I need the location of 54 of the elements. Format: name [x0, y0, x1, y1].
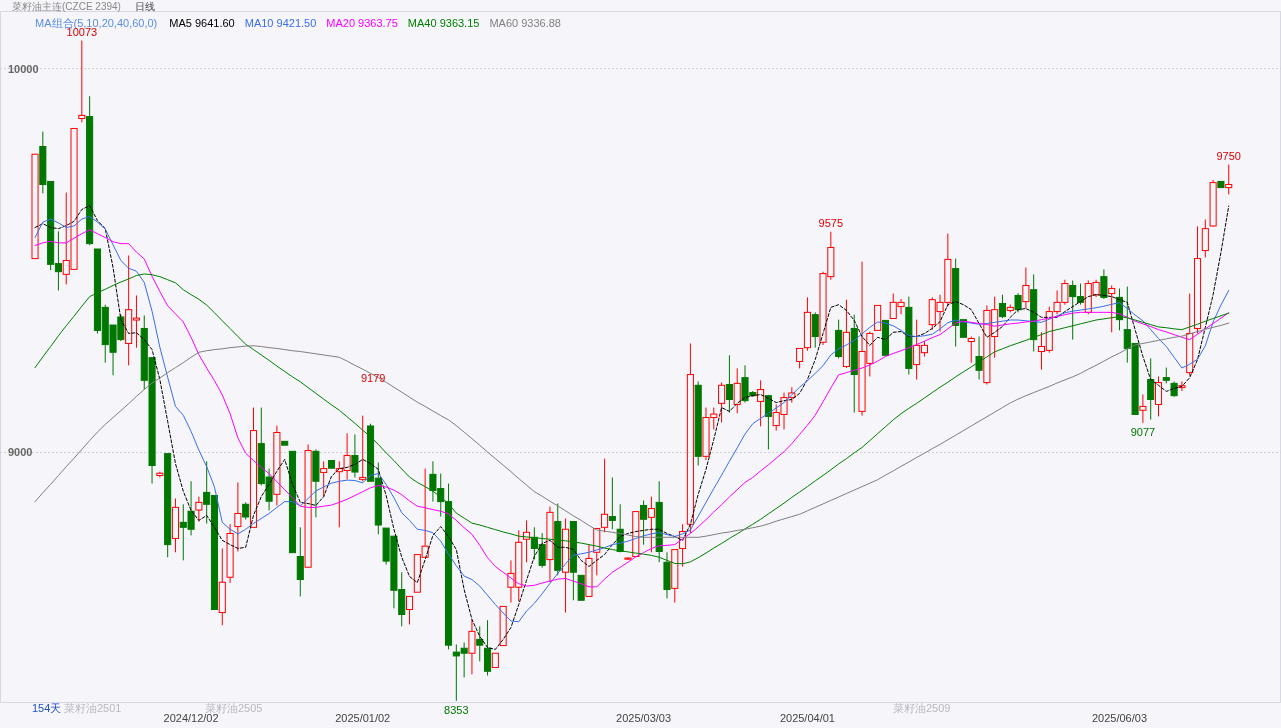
candlestick — [562, 518, 570, 614]
chart-title: 菜籽油主连(CZCE 2394) — [12, 1, 121, 12]
text: MA40 9363.15 — [407, 17, 480, 29]
candlestick — [195, 496, 203, 523]
candlestick — [296, 526, 304, 597]
x-tick-label: 2025/01/02 — [335, 712, 391, 724]
candlestick — [523, 519, 531, 563]
x-tick-label: 2025/03/03 — [616, 712, 672, 724]
candlestick — [803, 296, 811, 352]
candlestick — [975, 336, 983, 381]
x-tick-label: 2025/04/01 — [779, 712, 835, 724]
candlestick — [1154, 375, 1163, 417]
x-tick-label: 2025/06/03 — [1091, 712, 1148, 724]
candlestick — [546, 506, 554, 583]
annotation: 9077 — [1130, 425, 1156, 438]
y-tick-label: 9000 — [8, 446, 33, 459]
candlestick — [320, 460, 328, 498]
candlestick — [1100, 268, 1108, 300]
candlestick — [218, 547, 226, 626]
candlestick — [694, 380, 702, 467]
candlestick — [1178, 380, 1186, 392]
candlestick — [1014, 292, 1022, 313]
candlestick — [1022, 266, 1030, 310]
annotation: 8353 — [444, 703, 469, 716]
candlestick — [640, 499, 648, 546]
text: 154天 — [32, 702, 62, 714]
y-tick-label: 10000 — [8, 62, 39, 75]
candlestick — [679, 523, 687, 567]
candlestick — [226, 523, 234, 584]
x-tick-label: 2024/12/02 — [163, 712, 219, 724]
annotation: 9179 — [361, 372, 386, 384]
candlestick — [351, 433, 359, 478]
candlestick — [273, 425, 281, 506]
candlestick — [905, 296, 913, 376]
candlestick — [312, 448, 320, 518]
text: MA20 9363.75 — [326, 17, 398, 29]
candlestick — [1139, 394, 1147, 424]
candlestick — [484, 619, 492, 677]
candlestick — [1147, 357, 1155, 420]
candlestick — [1170, 380, 1178, 397]
candlestick — [234, 481, 242, 553]
candlestick — [1108, 284, 1116, 333]
candlestick — [647, 496, 655, 553]
candlestick — [757, 379, 765, 427]
candlestick — [468, 618, 476, 675]
annotation: 9750 — [1216, 149, 1241, 162]
text: MA5 9641.60 — [169, 17, 235, 29]
text: MA10 9421.50 — [244, 17, 317, 29]
candlestick — [156, 471, 164, 478]
text: MA60 9336.88 — [489, 17, 561, 29]
annotation: 日线 — [134, 1, 155, 12]
candlestick — [811, 311, 819, 349]
annotation: 9575 — [818, 216, 844, 229]
candlestick — [1186, 293, 1194, 377]
